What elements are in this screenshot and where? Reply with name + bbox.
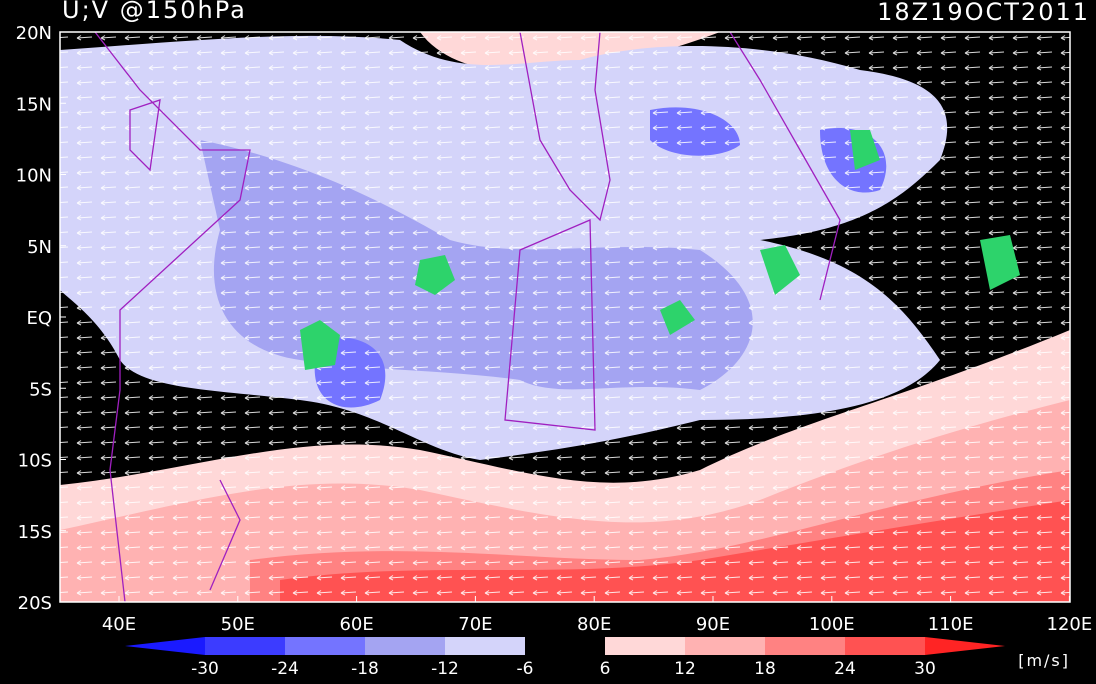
lon-label: 50E xyxy=(221,614,255,635)
colorbar-label: -30 xyxy=(191,659,219,679)
colorbar-arrow xyxy=(925,637,1005,655)
lon-label: 90E xyxy=(696,614,730,635)
lon-label: 110E xyxy=(928,614,974,635)
colorbar-segment xyxy=(285,637,365,655)
colorbar-label: 24 xyxy=(834,659,856,679)
colorbar-label: 12 xyxy=(674,659,696,679)
lon-label: 40E xyxy=(102,614,136,635)
lon-label: 70E xyxy=(458,614,492,635)
lon-label: 60E xyxy=(339,614,373,635)
colorbar-unit: [m/s] xyxy=(1018,651,1070,670)
colorbar-label: -24 xyxy=(271,659,299,679)
colorbar-label: 30 xyxy=(914,659,936,679)
lat-label: 5N xyxy=(27,237,52,258)
map-time: 18Z19OCT2011 xyxy=(877,0,1090,26)
lat-label: EQ xyxy=(26,308,52,329)
wind-vectors xyxy=(60,32,1070,602)
colorbar-arrow xyxy=(125,637,205,655)
coastline xyxy=(94,32,841,602)
colorbar-label: -6 xyxy=(517,659,534,679)
map-title: U;V @150hPa xyxy=(62,0,247,24)
map-area xyxy=(60,32,1070,602)
lat-label: 20S xyxy=(18,593,52,614)
lat-label: 15N xyxy=(16,94,52,115)
colorbar-segment xyxy=(525,637,605,655)
lon-label: 120E xyxy=(1047,614,1093,635)
lon-label: 100E xyxy=(809,614,855,635)
lat-label: 15S xyxy=(18,522,52,543)
colorbar-segment xyxy=(845,637,925,655)
colorbar-segment xyxy=(605,637,685,655)
lat-label: 5S xyxy=(29,379,52,400)
colorbar-segment xyxy=(765,637,845,655)
colorbar-label: -18 xyxy=(351,659,379,679)
colorbar-label: -12 xyxy=(431,659,459,679)
colorbar-segment xyxy=(205,637,285,655)
colorbar-segment xyxy=(365,637,445,655)
colorbar-label: 18 xyxy=(754,659,776,679)
colorbar-segment xyxy=(685,637,765,655)
colorbar-label: 6 xyxy=(600,659,611,679)
lat-label: 20N xyxy=(16,23,52,44)
lat-label: 10S xyxy=(18,451,52,472)
colorbar-segment xyxy=(445,637,525,655)
lat-label: 10N xyxy=(16,166,52,187)
lon-label: 80E xyxy=(577,614,611,635)
